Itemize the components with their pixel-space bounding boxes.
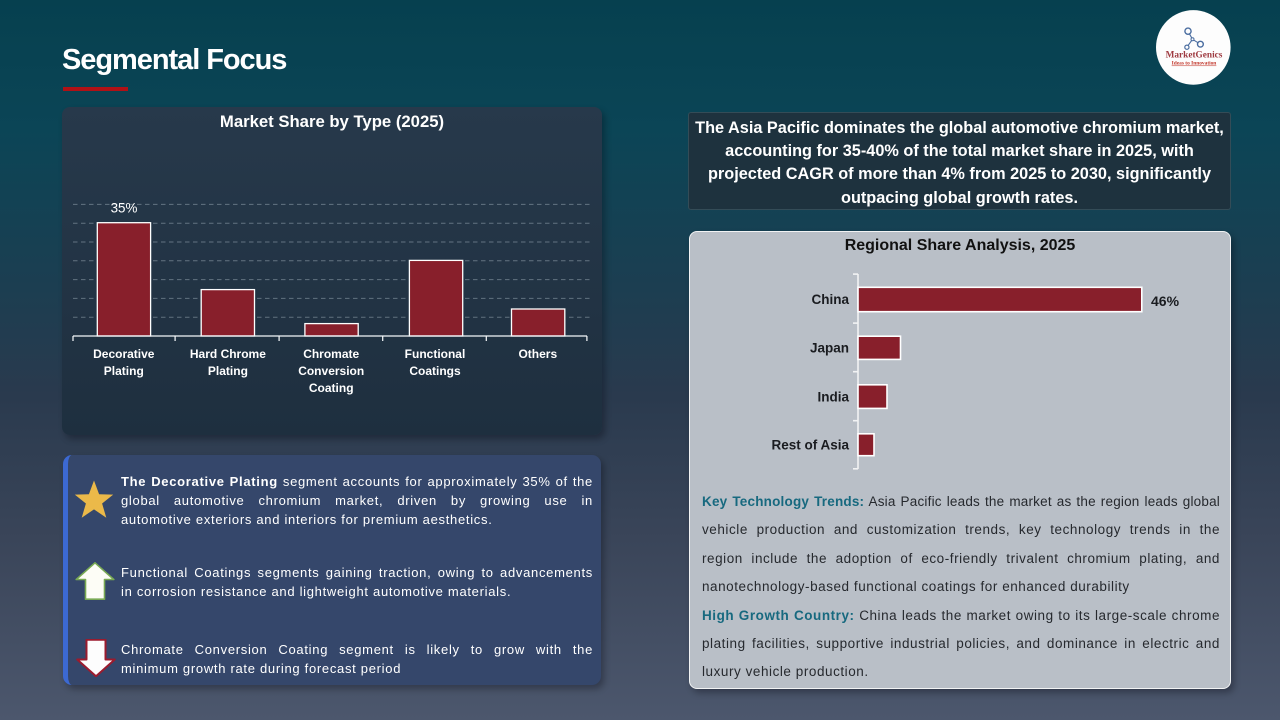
svg-text:Coating: Coating (309, 381, 354, 395)
svg-text:46%: 46% (1151, 293, 1180, 309)
svg-text:Coatings: Coatings (409, 364, 461, 378)
svg-text:MarketGenics: MarketGenics (1166, 51, 1223, 61)
svg-text:Rest of Asia: Rest of Asia (771, 438, 849, 453)
svg-text:Others: Others (518, 347, 557, 361)
svg-text:Chromate: Chromate (303, 347, 359, 361)
svg-text:India: India (817, 389, 849, 404)
svg-text:Functional: Functional (405, 347, 466, 361)
svg-text:Ideas to Innovation: Ideas to Innovation (1172, 61, 1217, 67)
svg-text:35%: 35% (111, 201, 138, 216)
svg-text:Decorative: Decorative (93, 347, 155, 361)
svg-text:China: China (811, 292, 849, 307)
svg-text:Plating: Plating (104, 364, 144, 378)
svg-text:Plating: Plating (208, 364, 248, 378)
svg-text:Conversion: Conversion (298, 364, 364, 378)
svg-text:Hard Chrome: Hard Chrome (190, 347, 266, 361)
svg-text:Japan: Japan (810, 341, 849, 356)
